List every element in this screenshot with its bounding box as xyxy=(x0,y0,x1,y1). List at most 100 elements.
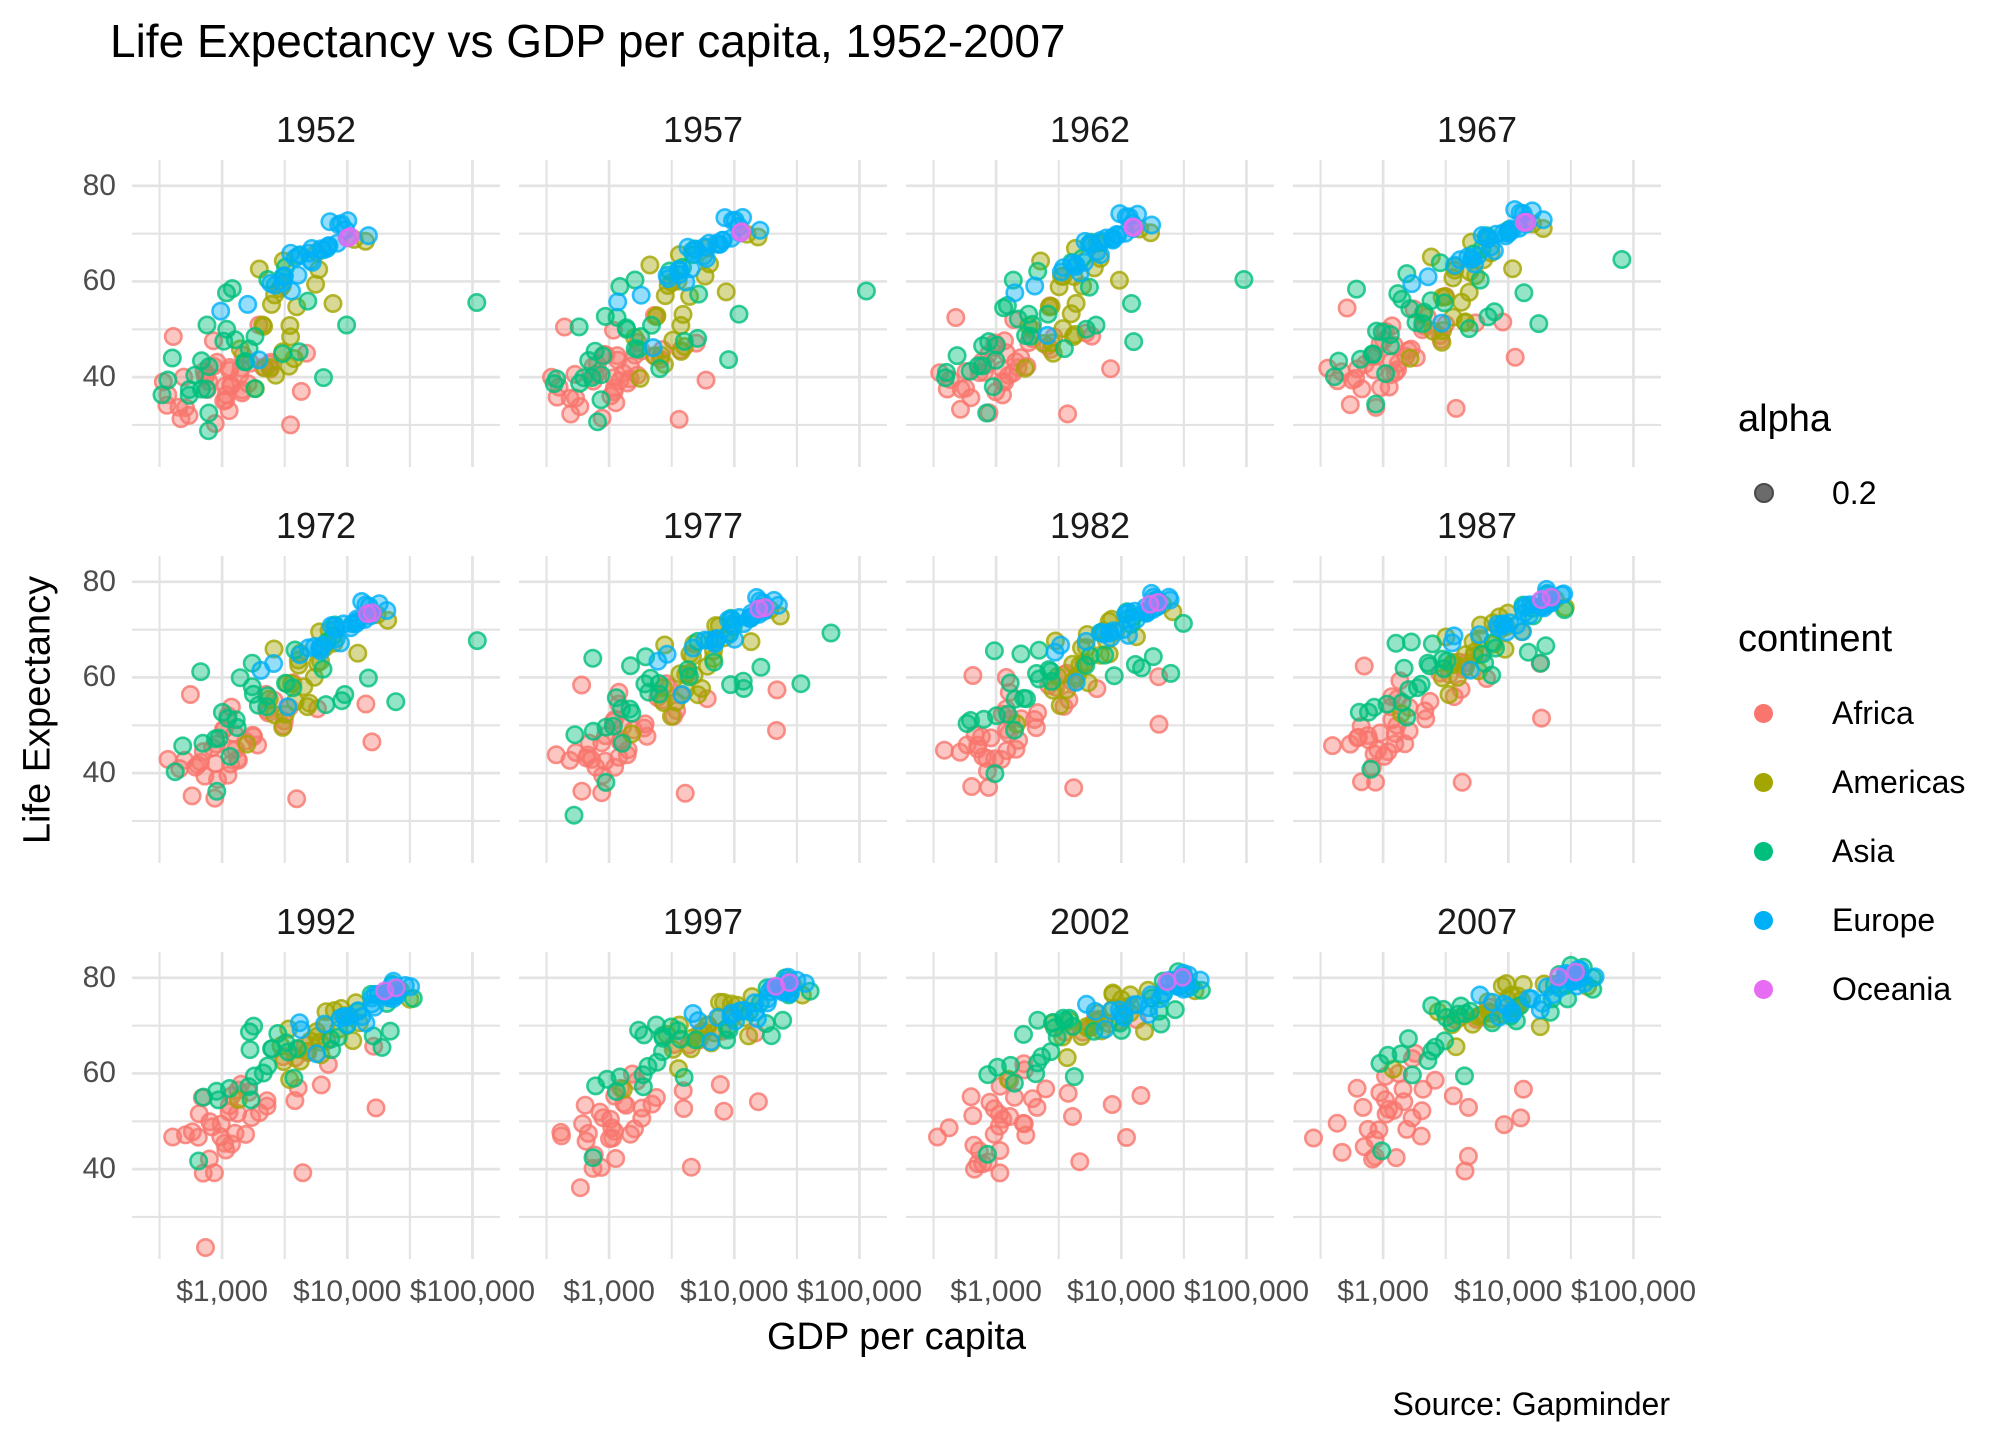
legend-continent-title: continent xyxy=(1738,618,1893,660)
oceania-dot-icon xyxy=(1754,979,1773,999)
legend-alpha-item: 0.2 xyxy=(1754,475,1876,511)
facet-strip-2002: 2002 xyxy=(1049,901,1131,942)
facet-panel-1972 xyxy=(132,556,500,863)
facet-plot-1992 xyxy=(132,952,500,1259)
legend-item-label: Americas xyxy=(1832,763,1966,800)
americas-dot-icon xyxy=(1754,772,1773,792)
facet-panel-1962 xyxy=(906,160,1274,467)
points-europe-1977 xyxy=(648,587,788,705)
facet-strip-1982: 1982 xyxy=(1049,505,1131,546)
points-oceania-1977 xyxy=(749,598,775,619)
y-tick-label: 80 xyxy=(82,168,116,202)
points-africa-2007 xyxy=(1304,996,1533,1181)
points-oceania-1957 xyxy=(731,222,752,243)
facet-panel-1957 xyxy=(519,160,887,467)
legend-item-label: Asia xyxy=(1832,832,1895,869)
facet-panel-1987 xyxy=(1293,556,1661,863)
facet-plot-1967 xyxy=(1293,160,1661,467)
facet-strip-2007: 2007 xyxy=(1436,901,1518,942)
legend-alpha-title: alpha xyxy=(1738,398,1831,440)
points-asia-1967 xyxy=(1324,220,1632,414)
y-tick-label: 40 xyxy=(82,1152,116,1186)
points-oceania-2007 xyxy=(1548,962,1585,987)
facet-strip-1992: 1992 xyxy=(275,901,357,942)
facet-panel-1977 xyxy=(519,556,887,863)
points-asia-1962 xyxy=(935,232,1254,423)
facet-plot-1982 xyxy=(906,556,1274,863)
points-asia-1972 xyxy=(165,603,487,801)
y-tick-label: 40 xyxy=(82,360,116,394)
facet-panel-1992 xyxy=(132,952,500,1259)
legend-item-label: Europe xyxy=(1832,901,1936,938)
facet-panel-2007 xyxy=(1293,952,1661,1259)
y-tick-label: 60 xyxy=(82,1056,116,1090)
points-europe-1962 xyxy=(1005,204,1162,345)
africa-dot-icon xyxy=(1754,703,1773,723)
points-asia-2002 xyxy=(977,962,1211,1164)
facet-strip-1977: 1977 xyxy=(662,505,744,546)
x-tick-label: $10,000 xyxy=(1454,1275,1563,1308)
facet-panel-1982 xyxy=(906,556,1274,863)
facet-plot-1997 xyxy=(519,952,887,1259)
points-asia-1977 xyxy=(564,597,841,825)
points-oceania-2002 xyxy=(1157,967,1192,992)
legend-item-europe: Europe xyxy=(1754,902,1935,938)
legend-item-asia: Asia xyxy=(1754,833,1894,869)
facet-panel-1952 xyxy=(132,160,500,467)
y-tick-label: 60 xyxy=(82,660,116,694)
x-tick-label: $10,000 xyxy=(680,1275,789,1308)
facet-strip-1987: 1987 xyxy=(1436,505,1518,546)
legend-item-label: Africa xyxy=(1832,694,1914,731)
facet-strip-1957: 1957 xyxy=(662,109,744,150)
points-oceania-1952 xyxy=(338,227,360,248)
facet-plot-2002 xyxy=(906,952,1274,1259)
facet-strip-1972: 1972 xyxy=(275,505,357,546)
facet-panel-1997 xyxy=(519,952,887,1259)
facet-strip-1952: 1952 xyxy=(275,109,357,150)
y-axis-title: Life Expectancy xyxy=(16,575,59,845)
facet-plot-2007 xyxy=(1293,952,1661,1259)
facet-strip-1962: 1962 xyxy=(1049,109,1131,150)
facet-plot-1957 xyxy=(519,160,887,467)
legend-item-africa: Africa xyxy=(1754,695,1914,731)
x-tick-label: $100,000 xyxy=(1570,1275,1697,1308)
y-tick-label: 40 xyxy=(82,756,116,790)
x-axis-title: GDP per capita xyxy=(766,1316,1027,1358)
facet-plot-1977 xyxy=(519,556,887,863)
points-oceania-1987 xyxy=(1531,587,1561,610)
points-oceania-1967 xyxy=(1514,212,1537,232)
x-tick-label: $10,000 xyxy=(1067,1275,1176,1308)
points-oceania-1962 xyxy=(1123,217,1144,237)
points-africa-1977 xyxy=(546,663,787,803)
legend-item-americas: Americas xyxy=(1754,764,1965,800)
y-tick-label: 60 xyxy=(82,264,116,298)
source-caption: Source: Gapminder xyxy=(1392,1386,1670,1422)
x-tick-label: $100,000 xyxy=(1183,1275,1310,1308)
legend-item-label: Oceania xyxy=(1832,970,1952,1007)
points-oceania-1997 xyxy=(766,973,799,996)
x-tick-label: $1,000 xyxy=(950,1275,1042,1308)
facet-strip-1997: 1997 xyxy=(662,901,744,942)
x-tick-label: $100,000 xyxy=(409,1275,536,1308)
facet-plot-1987 xyxy=(1293,556,1661,863)
x-tick-label: $1,000 xyxy=(1337,1275,1429,1308)
asia-dot-icon xyxy=(1754,841,1773,861)
chart-title: Life Expectancy vs GDP per capita, 1952-… xyxy=(110,15,1066,67)
facet-plot-1962 xyxy=(906,160,1274,467)
y-tick-label: 80 xyxy=(82,564,116,598)
europe-dot-icon xyxy=(1754,910,1773,930)
facet-plot-1952 xyxy=(132,160,500,467)
facet-panel-2002 xyxy=(906,952,1274,1259)
x-tick-label: $1,000 xyxy=(563,1275,655,1308)
x-tick-label: $100,000 xyxy=(796,1275,923,1308)
x-tick-label: $10,000 xyxy=(293,1275,402,1308)
facet-plot-1972 xyxy=(132,556,500,863)
facet-panel-1967 xyxy=(1293,160,1661,467)
points-europe-1952 xyxy=(211,211,378,370)
points-oceania-1982 xyxy=(1140,592,1168,614)
facet-strip-1967: 1967 xyxy=(1436,109,1518,150)
x-tick-label: $1,000 xyxy=(176,1275,268,1308)
alpha-dot-icon xyxy=(1754,483,1774,503)
legend-item-oceania: Oceania xyxy=(1754,971,1951,1007)
points-oceania-1972 xyxy=(357,603,382,624)
